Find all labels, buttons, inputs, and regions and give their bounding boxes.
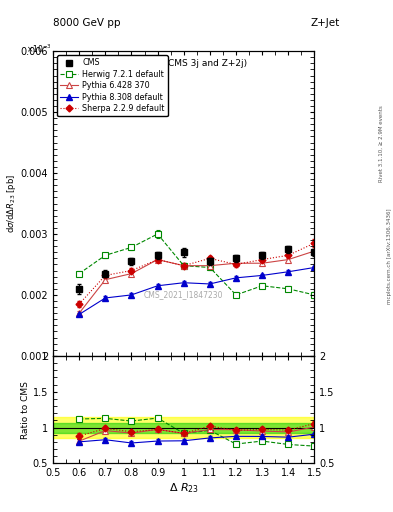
Text: CMS_2021_I1847230: CMS_2021_I1847230 [144,290,224,300]
Y-axis label: Ratio to CMS: Ratio to CMS [21,380,30,439]
Text: mcplots.cern.ch [arXiv:1306.3436]: mcplots.cern.ch [arXiv:1306.3436] [387,208,391,304]
Text: 8000 GeV pp: 8000 GeV pp [53,18,121,28]
Bar [53,417,314,438]
Bar [53,422,314,433]
Text: Z+Jet: Z+Jet [311,18,340,28]
X-axis label: $\Delta\ R_{23}$: $\Delta\ R_{23}$ [169,481,199,495]
Text: Rivet 3.1.10, ≥ 2.9M events: Rivet 3.1.10, ≥ 2.9M events [379,105,384,182]
Text: Δ R (jets) (CMS 3j and Z+2j): Δ R (jets) (CMS 3j and Z+2j) [120,59,247,68]
Y-axis label: $\mathrm{d}\sigma/\mathrm{d}\Delta R_{23}$ [pb]: $\mathrm{d}\sigma/\mathrm{d}\Delta R_{23… [5,174,18,233]
Text: $\times 10^{-3}$: $\times 10^{-3}$ [26,42,52,55]
Legend: CMS, Herwig 7.2.1 default, Pythia 6.428 370, Pythia 8.308 default, Sherpa 2.2.9 : CMS, Herwig 7.2.1 default, Pythia 6.428 … [57,55,168,116]
